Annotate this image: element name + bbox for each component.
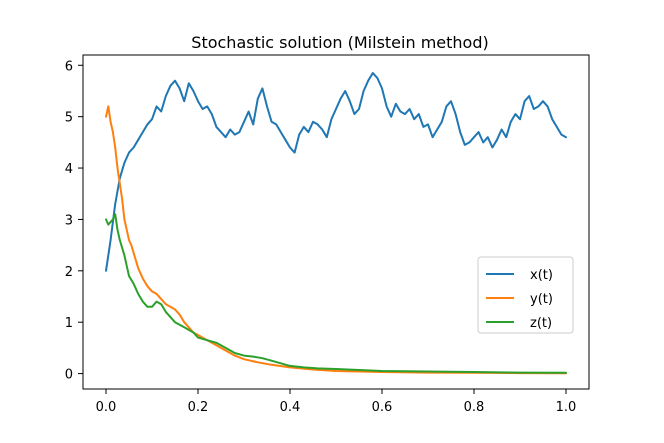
y-tick-label: 0 — [65, 368, 73, 383]
x-tick-label: 0.0 — [96, 400, 117, 415]
series-layer — [105, 72, 567, 375]
y-tick-label: 3 — [65, 213, 73, 228]
y-tick-label: 2 — [65, 265, 73, 280]
legend-label-xt: x(t) — [530, 268, 553, 283]
plot-frame — [82, 54, 590, 390]
chart-title: Stochastic solution (Milstein method) — [191, 33, 488, 52]
series-line-xt — [105, 72, 567, 272]
x-axis: 0.0 0.2 0.4 0.6 0.8 1.0 — [96, 389, 577, 415]
legend: x(t) y(t) z(t) — [477, 256, 574, 334]
y-tick-label: 1 — [65, 316, 73, 331]
y-tick-label: 4 — [65, 162, 73, 177]
y-tick-label: 6 — [65, 59, 73, 74]
legend-frame — [477, 256, 574, 334]
y-axis: 0 1 2 3 4 5 6 — [65, 59, 83, 383]
series-line-zt — [105, 213, 567, 374]
x-tick-label: 1.0 — [556, 400, 577, 415]
x-tick-label: 0.8 — [464, 400, 485, 415]
x-tick-label: 0.4 — [280, 400, 301, 415]
legend-label-yt: y(t) — [530, 292, 553, 307]
y-tick-label: 5 — [65, 111, 73, 126]
legend-label-zt: z(t) — [530, 316, 552, 331]
x-tick-label: 0.2 — [188, 400, 209, 415]
x-tick-label: 0.6 — [372, 400, 393, 415]
series-line-yt — [105, 105, 567, 375]
